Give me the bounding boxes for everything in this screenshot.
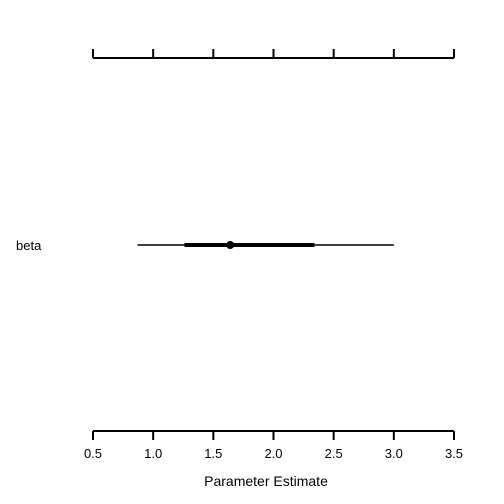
x-tick-label: 0.5 xyxy=(84,446,102,461)
top-axis xyxy=(92,49,455,59)
bottom-axis: 0.5 1.0 1.5 2.0 2.5 3.0 3.5 xyxy=(84,430,463,461)
x-tick-label: 3.0 xyxy=(385,446,403,461)
x-axis-label: Parameter Estimate xyxy=(204,473,328,489)
x-tick-label: 2.5 xyxy=(325,446,343,461)
x-tick-label: 1.0 xyxy=(144,446,162,461)
x-tick-label: 1.5 xyxy=(204,446,222,461)
parameter-label: beta xyxy=(16,238,42,253)
point-estimate xyxy=(226,241,235,249)
x-tick-label: 2.0 xyxy=(264,446,282,461)
x-tick-label: 3.5 xyxy=(445,446,463,461)
parameter-row: beta xyxy=(16,238,394,253)
parameter-rows: beta xyxy=(16,238,394,253)
